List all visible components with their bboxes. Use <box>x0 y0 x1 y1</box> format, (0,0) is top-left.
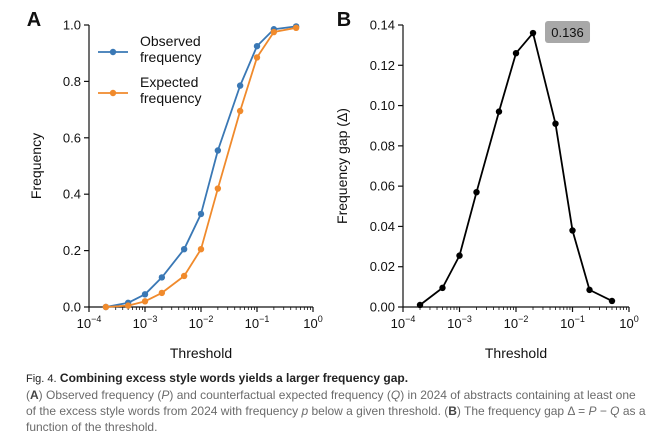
legend-label: frequency <box>140 49 201 65</box>
caption-text: below a given threshold. ( <box>308 404 449 418</box>
y-tick-label: 0.2 <box>63 243 81 258</box>
data-point <box>569 227 576 234</box>
y-tick-label: 0.06 <box>370 179 395 194</box>
series-line <box>105 26 297 308</box>
y-tick-label: 0.12 <box>370 58 395 73</box>
caption-text: ( <box>26 388 30 402</box>
data-point <box>102 303 110 311</box>
series-line <box>419 32 613 306</box>
data-point <box>158 289 166 297</box>
y-tick-label: 0.0 <box>63 300 81 315</box>
data-point <box>416 301 424 309</box>
x-tick-label: 10−1 <box>560 314 585 331</box>
caption-symbol: Q <box>610 404 620 418</box>
data-point <box>236 107 244 115</box>
caption-text: as a function of the threshold. <box>26 404 646 434</box>
x-tick-label: 10−3 <box>447 314 472 331</box>
caption-text: ) in 2024 of abstracts containing at lea… <box>26 388 636 418</box>
caption-text: − <box>596 404 611 418</box>
caption-title: Fig. 4. Combining excess style words yie… <box>26 370 646 387</box>
x-tick-label: 10−3 <box>133 314 158 331</box>
y-tick-label: 0.08 <box>370 138 395 153</box>
x-tick-label: 10−1 <box>245 314 270 331</box>
x-tick-label: 100 <box>303 314 322 331</box>
annotation-label: 0.136 <box>551 25 584 40</box>
legend-label: frequency <box>140 90 201 106</box>
caption-symbol: P <box>588 404 597 418</box>
data-point <box>552 120 559 127</box>
data-point <box>608 297 616 305</box>
data-point <box>180 245 188 253</box>
x-tick-label: 10−2 <box>189 314 214 331</box>
data-point <box>270 28 278 36</box>
caption-title-text: Combining excess style words yields a la… <box>59 371 409 385</box>
caption-text: ) Observed frequency ( <box>38 388 162 402</box>
peak-annotation: 0.136 <box>545 21 591 44</box>
data-point <box>529 29 537 37</box>
figure-caption: Fig. 4. Combining excess style words yie… <box>26 370 646 435</box>
data-point <box>512 50 520 57</box>
data-point <box>197 245 205 253</box>
x-tick-label: 10−4 <box>391 314 416 331</box>
caption-panel-ref: A <box>30 388 39 402</box>
data-point <box>292 24 300 32</box>
data-point <box>141 291 149 298</box>
data-point <box>180 272 188 280</box>
panel-letter: A <box>27 9 41 31</box>
y-axis-label: Frequency gap (Δ) <box>334 108 350 224</box>
data-point <box>253 42 261 50</box>
legend-label: Observed <box>140 33 201 49</box>
data-point <box>253 54 261 61</box>
panel-a: 0.0 0.2 0.4 0.6 0.8 1.0 10−4 10−3 10−2 10−1 100 Thr… <box>27 9 323 361</box>
legend-swatch-marker <box>109 89 117 97</box>
x-tick-label: 100 <box>619 314 638 331</box>
data-point <box>495 108 503 115</box>
data-point <box>141 298 149 305</box>
data-point <box>236 82 244 89</box>
y-axis-label: Frequency <box>28 133 44 199</box>
y-tick-label: 0.10 <box>370 98 395 113</box>
data-point <box>473 188 480 196</box>
figure: 0.0 0.2 0.4 0.6 0.8 1.0 10−4 10−3 10−2 10−1 100 Thr… <box>27 9 639 361</box>
y-tick-label: 0.8 <box>63 74 81 89</box>
legend-label: Expected <box>140 74 198 90</box>
x-tick-label: 10−4 <box>77 314 102 331</box>
y-tick-label: 0.04 <box>370 219 395 234</box>
y-tick-label: 1.0 <box>63 18 81 33</box>
panel-letter: B <box>337 9 351 31</box>
data-point <box>439 284 446 292</box>
caption-symbol: P <box>161 388 170 402</box>
y-tick-label: 0.14 <box>370 18 395 33</box>
data-point <box>124 302 132 309</box>
x-tick-label: 10−2 <box>504 314 529 331</box>
x-axis-label: Threshold <box>170 345 232 361</box>
caption-fig-label: Fig. 4. <box>26 373 57 385</box>
y-tick-label: 0.00 <box>370 300 395 315</box>
data-point <box>586 286 593 294</box>
x-axis-label: Threshold <box>485 345 547 361</box>
y-tick-label: 0.02 <box>370 259 395 274</box>
legend-swatch-marker <box>109 48 117 56</box>
data-point <box>214 147 222 154</box>
caption-symbol: Q <box>390 388 401 402</box>
chart-canvas: 0.0 0.2 0.4 0.6 0.8 1.0 10−4 10−3 10−2 10−1 100 Thr… <box>27 9 639 361</box>
y-tick-label: 0.6 <box>63 130 81 145</box>
caption-text: ) and counterfactual expected frequency … <box>169 388 391 402</box>
caption-panel-ref: B <box>448 404 457 418</box>
annotation-box <box>545 21 591 44</box>
data-point <box>214 185 222 192</box>
y-tick-label: 0.4 <box>63 187 81 202</box>
caption-body: (A) Observed frequency (P) and counterfa… <box>26 387 646 435</box>
data-point <box>456 252 463 259</box>
caption-text: ) The frequency gap Δ = <box>456 404 589 418</box>
series-line <box>105 25 297 308</box>
data-point <box>158 274 166 281</box>
caption-symbol: p <box>301 404 309 418</box>
data-point <box>197 210 205 218</box>
panel-b: 0.00 0.02 0.04 0.06 0.08 0.10 0.12 0.14 10−4 10−3… <box>334 9 639 361</box>
